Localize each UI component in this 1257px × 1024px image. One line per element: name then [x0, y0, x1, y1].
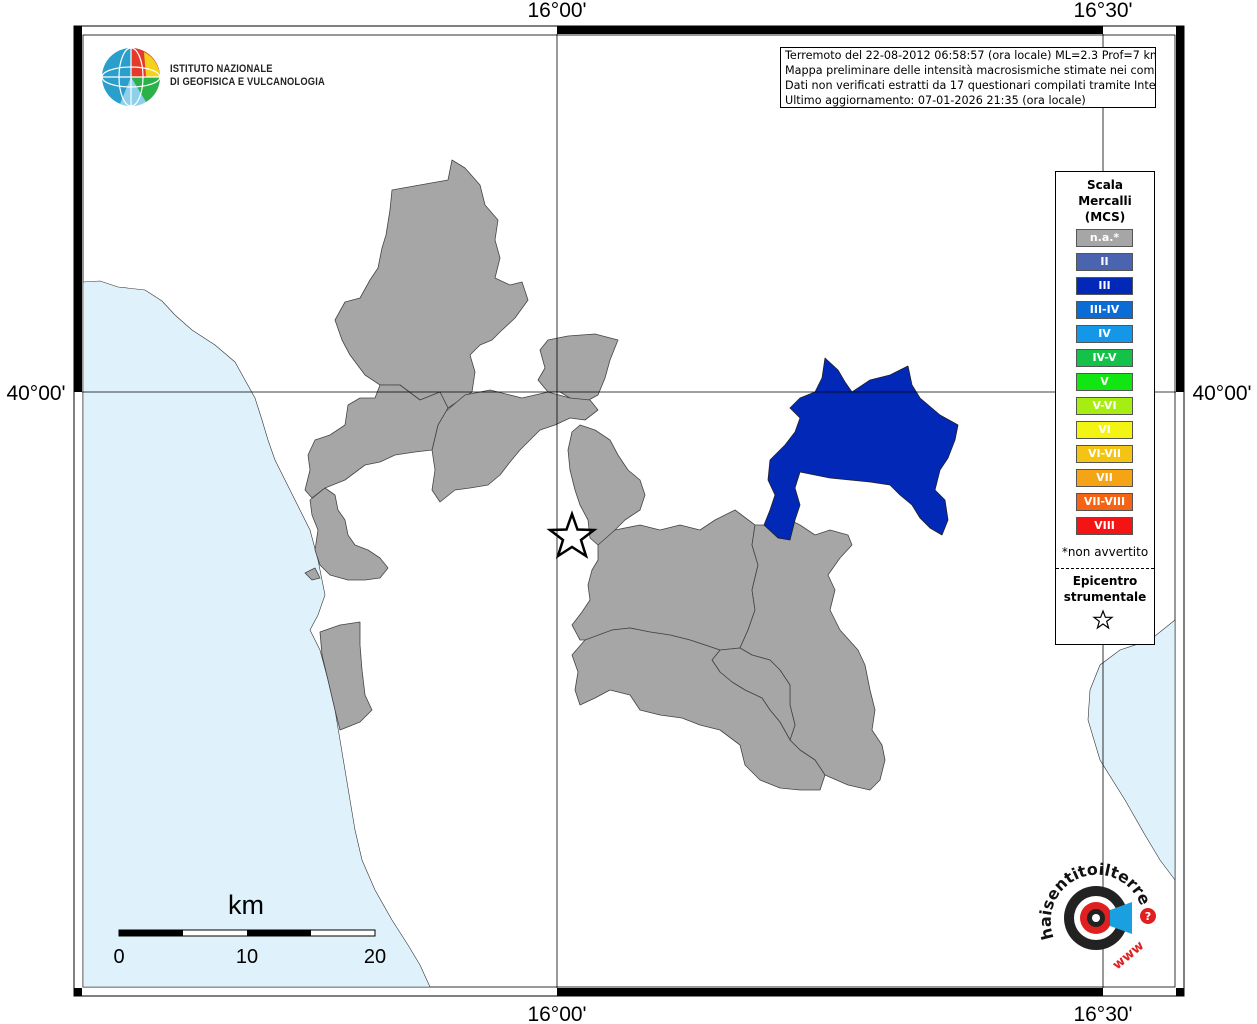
legend-item-iv-v: IV-V [1076, 349, 1133, 367]
legend-item-viii: VIII [1076, 517, 1133, 535]
legend-title-line1: Scala [1086, 178, 1124, 192]
scalebar-label-20: 20 [364, 946, 386, 968]
hai-logo-www: www [1110, 938, 1147, 973]
ingv-name-line2: DI GEOFISICA E VULCANOLOGIA [170, 76, 325, 88]
frame-seg-right [1176, 34, 1184, 392]
info-line-2: Mappa preliminare delle intensità macros… [785, 64, 1156, 77]
legend-epicenter-line2: strumentale [1063, 590, 1147, 604]
legend-item-n-a: n.a.* [1076, 229, 1133, 247]
frame-seg-left [74, 34, 82, 392]
ingv-name-line1: ISTITUTO NAZIONALE [170, 63, 273, 75]
info-line-4: Ultimo aggiornamento: 07-01-2026 21:35 (… [785, 94, 1086, 107]
scalebar [118, 929, 376, 937]
sea-east [1087, 619, 1176, 881]
haisentito-logo: ? haisentitoilterremoto.it www [1032, 858, 1156, 973]
info-line-3: Dati non verificati estratti da 17 quest… [785, 79, 1156, 92]
hai-logo-question-icon: ? [1145, 910, 1151, 923]
info-line-1: Terremoto del 22-08-2012 06:58:57 (ora l… [785, 49, 1156, 62]
legend-separator [1056, 568, 1154, 569]
legend-title: Scala Mercalli (MCS) [1056, 177, 1154, 225]
lon-label-bottom-right: 16°30' [1073, 1003, 1132, 1024]
legend-item-v: V [1076, 373, 1133, 391]
ingv-name: ISTITUTO NAZIONALE DI GEOFISICA E VULCAN… [170, 63, 325, 89]
legend-item-vi-vii: VI-VII [1076, 445, 1133, 463]
epicenter-star-icon [546, 510, 598, 559]
lat-label-right: 40°00' [1192, 382, 1251, 405]
legend-item-vi: VI [1076, 421, 1133, 439]
legend-item-ii: II [1076, 253, 1133, 271]
frame-seg-top [557, 26, 1103, 34]
frame-seg-bottom [557, 988, 1103, 996]
legend-star-icon [1092, 609, 1114, 630]
lon-label-top-right: 16°30' [1073, 0, 1132, 22]
legend-item-vii: VII [1076, 469, 1133, 487]
scalebar-label-10: 10 [236, 946, 258, 968]
municipalities-na [304, 159, 886, 791]
municipality-intensity-iii [763, 357, 959, 541]
lat-label-left: 40°00' [6, 382, 65, 405]
legend-epicenter-line1: Epicentro [1072, 574, 1138, 588]
lon-label-top-left: 16°00' [527, 0, 586, 22]
lon-label-bottom-left: 16°00' [527, 1003, 586, 1024]
legend-title-line3: (MCS) [1084, 210, 1126, 224]
legend-note: *non avvertito [1061, 545, 1149, 559]
legend-epicenter-title: Epicentro strumentale [1056, 573, 1154, 605]
legend-item-iii: III [1076, 277, 1133, 295]
legend-item-v-vi: V-VI [1076, 397, 1133, 415]
legend-item-vii-viii: VII-VIII [1076, 493, 1133, 511]
legend-title-line2: Mercalli [1078, 194, 1132, 208]
legend-item-iii-iv: III-IV [1076, 301, 1133, 319]
ingv-globe-logo [101, 47, 161, 107]
sea-west [82, 280, 431, 988]
legend-item-iv: IV [1076, 325, 1133, 343]
earthquake-info-box: Terremoto del 22-08-2012 06:58:57 (ora l… [780, 47, 1156, 108]
mcs-legend: Scala Mercalli (MCS) n.a.* II III III-IV IV I… [1055, 171, 1155, 645]
scalebar-title: km [228, 890, 264, 920]
scalebar-label-0: 0 [113, 946, 124, 968]
